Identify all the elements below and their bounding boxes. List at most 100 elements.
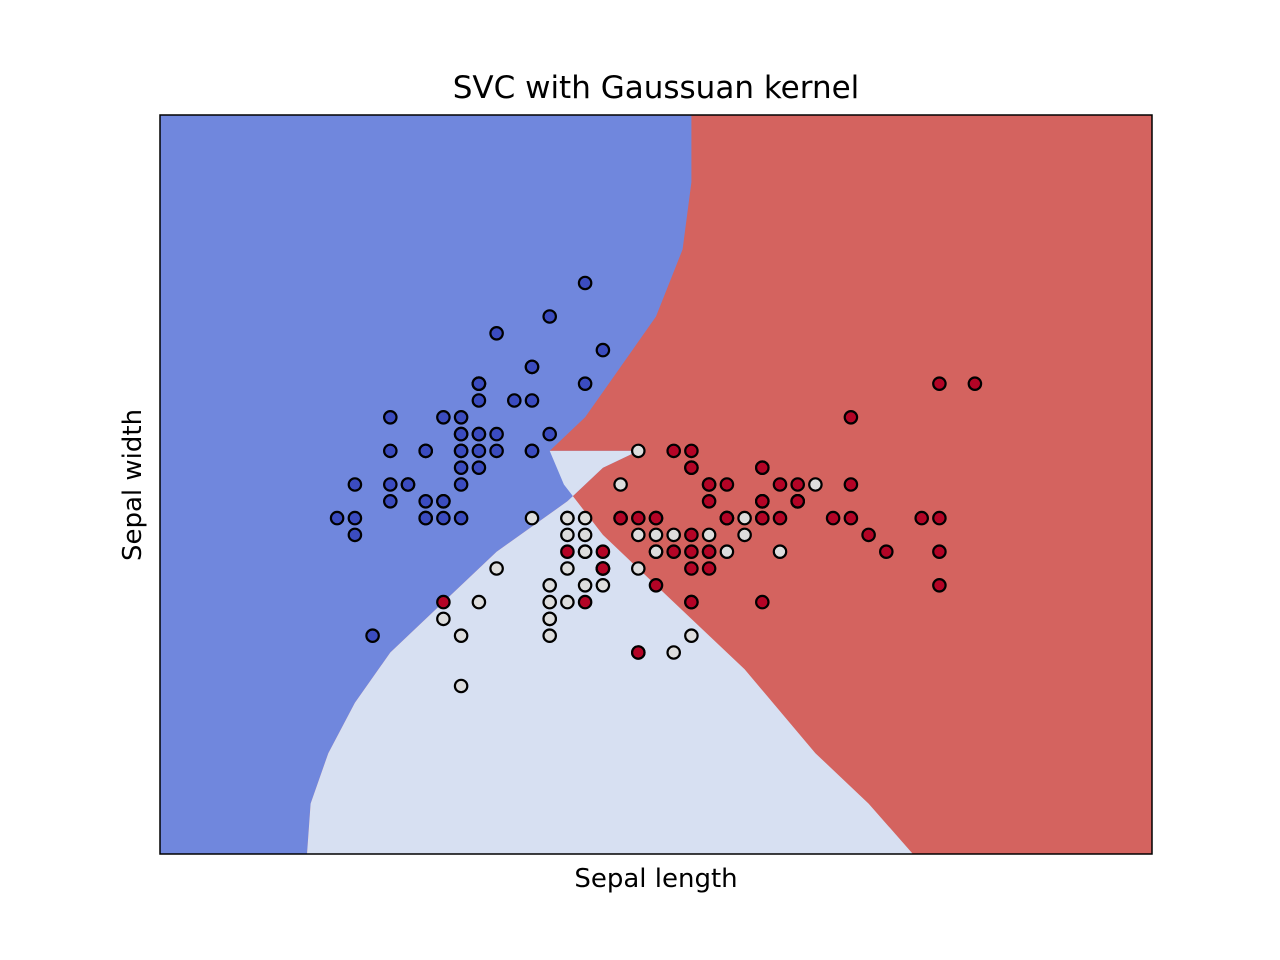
data-point-class-2 — [754, 510, 770, 526]
data-point-class-2 — [630, 510, 646, 526]
data-point-class-2 — [648, 577, 664, 593]
data-point-class-2 — [684, 561, 699, 576]
data-point-class-0 — [400, 477, 416, 492]
data-point-class-0 — [595, 342, 611, 358]
data-point-class-0 — [382, 409, 398, 425]
data-point-class-0 — [453, 477, 469, 492]
data-point-class-2 — [914, 510, 929, 526]
data-point-class-1 — [542, 611, 557, 627]
data-point-class-1 — [808, 477, 823, 492]
data-point-class-2 — [825, 510, 841, 526]
data-point-class-1 — [560, 510, 575, 526]
data-point-class-2 — [684, 544, 699, 559]
data-point-class-2 — [613, 510, 628, 526]
data-point-class-0 — [577, 376, 593, 391]
data-point-class-1 — [648, 544, 664, 559]
data-point-class-2 — [861, 527, 876, 543]
data-point-class-1 — [542, 577, 557, 593]
data-point-class-1 — [577, 527, 593, 543]
data-point-class-2 — [560, 544, 575, 559]
data-point-class-2 — [595, 561, 611, 576]
data-point-class-2 — [772, 477, 788, 492]
data-point-class-1 — [542, 628, 557, 643]
data-point-class-0 — [436, 409, 451, 425]
data-point-class-2 — [701, 493, 717, 509]
data-point-class-2 — [772, 510, 788, 526]
data-point-class-2 — [843, 510, 859, 526]
data-point-class-2 — [701, 477, 717, 492]
data-point-class-2 — [436, 594, 451, 610]
data-point-class-1 — [595, 577, 611, 593]
data-point-class-0 — [471, 443, 487, 459]
data-point-class-2 — [878, 544, 894, 559]
data-point-class-0 — [489, 426, 504, 442]
data-point-class-2 — [684, 443, 699, 459]
data-point-class-2 — [719, 477, 735, 492]
data-point-class-1 — [453, 678, 469, 694]
data-point-class-2 — [754, 493, 770, 509]
data-point-class-2 — [630, 645, 646, 660]
data-point-class-0 — [453, 460, 469, 475]
data-point-class-1 — [453, 628, 469, 643]
data-point-class-1 — [524, 510, 540, 526]
data-point-class-1 — [666, 527, 681, 543]
data-point-class-1 — [666, 645, 681, 660]
data-point-class-2 — [932, 510, 947, 526]
data-point-class-0 — [347, 477, 363, 492]
data-point-class-1 — [613, 477, 628, 492]
data-point-class-0 — [418, 443, 433, 459]
data-point-class-1 — [630, 443, 646, 459]
data-point-class-1 — [737, 510, 752, 526]
data-point-class-2 — [666, 443, 681, 459]
data-point-class-1 — [436, 611, 451, 627]
data-point-class-0 — [542, 309, 557, 324]
data-point-class-2 — [666, 544, 681, 559]
data-point-class-0 — [506, 393, 522, 408]
data-point-class-0 — [577, 275, 593, 291]
data-point-class-1 — [560, 527, 575, 543]
plot-frame — [159, 114, 1153, 855]
data-point-class-0 — [471, 460, 487, 475]
data-point-class-2 — [648, 510, 664, 526]
data-point-class-0 — [382, 477, 398, 492]
data-point-class-1 — [471, 594, 487, 610]
data-point-class-2 — [684, 594, 699, 610]
data-point-class-0 — [489, 325, 504, 341]
data-point-class-0 — [329, 510, 345, 526]
data-point-class-0 — [524, 359, 540, 375]
data-point-class-0 — [347, 510, 363, 526]
data-point-class-2 — [967, 376, 983, 391]
data-point-class-0 — [382, 493, 398, 509]
data-point-class-2 — [684, 527, 699, 543]
data-point-class-0 — [453, 443, 469, 459]
data-point-class-1 — [577, 510, 593, 526]
data-point-class-0 — [453, 510, 469, 526]
data-point-class-2 — [932, 577, 947, 593]
data-point-class-0 — [471, 393, 487, 408]
scatter-points — [329, 275, 983, 694]
data-point-class-0 — [453, 426, 469, 442]
chart-title: SVC with Gaussuan kernel — [453, 70, 860, 106]
data-point-class-2 — [932, 376, 947, 391]
decision-region-class-0 — [160, 115, 692, 854]
data-point-class-1 — [701, 527, 717, 543]
decision-region-class-1 — [307, 450, 913, 854]
y-axis-label: Sepal width — [118, 409, 148, 561]
data-point-class-1 — [630, 561, 646, 576]
data-point-class-0 — [365, 628, 380, 643]
data-point-class-2 — [577, 594, 593, 610]
data-point-class-1 — [560, 561, 575, 576]
plot-area — [159, 114, 1153, 855]
data-point-class-0 — [436, 493, 451, 509]
data-point-class-2 — [684, 460, 699, 475]
data-point-class-2 — [719, 510, 735, 526]
data-point-class-0 — [489, 443, 504, 459]
data-point-class-2 — [701, 561, 717, 576]
data-point-class-1 — [489, 561, 504, 576]
x-axis-label: Sepal length — [574, 864, 737, 894]
data-point-class-0 — [471, 376, 487, 391]
data-point-class-0 — [382, 443, 398, 459]
data-point-class-1 — [719, 544, 735, 559]
data-point-class-1 — [542, 594, 557, 610]
